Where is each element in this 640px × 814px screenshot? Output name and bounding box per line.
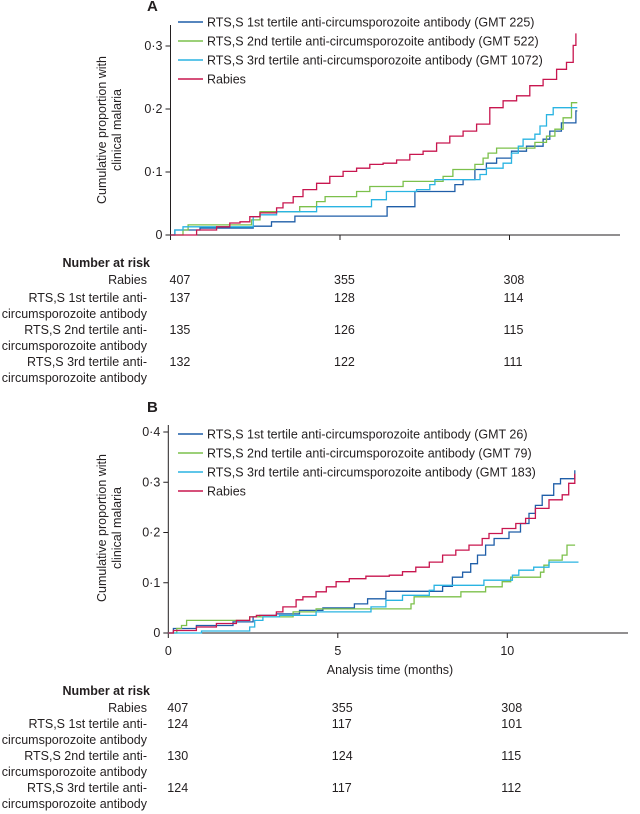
risk-value: 124 bbox=[167, 717, 189, 731]
risk-value: 308 bbox=[503, 273, 525, 287]
risk-row-label: RTS,S 1st tertile anti- bbox=[28, 717, 147, 731]
y-tick-label: 0·3 bbox=[142, 475, 160, 489]
y-axis-label-line: Cumulative proportion with bbox=[95, 56, 109, 204]
risk-value: 101 bbox=[501, 717, 523, 731]
risk-value: 308 bbox=[501, 701, 523, 715]
risk-table-title: Number at risk bbox=[62, 684, 150, 698]
y-axis-label-line: clinical malaria bbox=[110, 487, 124, 569]
risk-row-label: RTS,S 3rd tertile anti- bbox=[27, 781, 147, 795]
legend-label: Rabies bbox=[207, 73, 246, 87]
y-tick-label: 0 bbox=[156, 228, 163, 242]
y-axis-label-line: clinical malaria bbox=[110, 89, 124, 171]
risk-value: 122 bbox=[334, 355, 355, 369]
y-tick-label: 0·3 bbox=[144, 39, 162, 53]
x-tick-label: 10 bbox=[500, 644, 514, 658]
risk-table-title: Number at risk bbox=[62, 256, 150, 270]
risk-value: 115 bbox=[501, 749, 522, 763]
risk-value: 130 bbox=[167, 749, 189, 763]
risk-value: 355 bbox=[331, 701, 353, 715]
panel-a: 0 0·1 0·2 0·3 Cumulative proportion withclin… bbox=[95, 16, 620, 242]
risk-value: 132 bbox=[169, 355, 191, 369]
risk-value: 111 bbox=[503, 355, 523, 369]
risk-row-label: circumsporozoite antibody bbox=[1, 339, 147, 353]
panel-label: A bbox=[147, 0, 158, 15]
legend-label: RTS,S 2nd tertile anti-circumsporozoite … bbox=[207, 447, 532, 461]
legend-label: RTS,S 1st tertile anti-circumsporozoite … bbox=[207, 428, 528, 442]
risk-value: 407 bbox=[167, 701, 189, 715]
risk-row-label: Rabies bbox=[108, 273, 147, 287]
risk-row-label: RTS,S 3rd tertile anti- bbox=[27, 355, 147, 369]
panel-b: 00·10·20·30·4051015Analysis time (months… bbox=[95, 425, 628, 677]
y-axis-label: Cumulative proportion withclinical malar… bbox=[95, 56, 124, 204]
risk-row-label: RTS,S 2nd tertile anti- bbox=[24, 323, 147, 337]
risk-value: 115 bbox=[503, 323, 524, 337]
y-axis-label-line: Cumulative proportion with bbox=[95, 454, 109, 602]
x-tick-label: 0 bbox=[165, 644, 172, 658]
risk-value: 114 bbox=[503, 291, 524, 305]
y-tick-label: 0·2 bbox=[144, 102, 162, 116]
y-tick-label: 0·1 bbox=[144, 165, 162, 179]
risk-row-label: circumsporozoite antibody bbox=[1, 765, 147, 779]
risk-row-label: RTS,S 2nd tertile anti- bbox=[24, 749, 147, 763]
risk-value: 128 bbox=[334, 291, 355, 305]
legend-label: RTS,S 2nd tertile anti-circumsporozoite … bbox=[207, 35, 539, 49]
risk-value: 117 bbox=[331, 717, 352, 731]
legend-label: RTS,S 1st tertile anti-circumsporozoite … bbox=[207, 16, 534, 30]
y-tick-label: 0·4 bbox=[142, 425, 160, 439]
risk-value: 124 bbox=[331, 749, 353, 763]
risk-row-label: Rabies bbox=[108, 701, 147, 715]
series-line-tertile-2 bbox=[168, 544, 576, 634]
risk-value: 112 bbox=[501, 781, 522, 795]
y-tick-label: 0 bbox=[153, 626, 160, 640]
series-line-rabies bbox=[168, 473, 576, 634]
risk-value: 126 bbox=[334, 323, 355, 337]
risk-value: 407 bbox=[169, 273, 191, 287]
y-tick-label: 0·1 bbox=[142, 576, 160, 590]
risk-value: 124 bbox=[167, 781, 189, 795]
y-tick-label: 0·2 bbox=[142, 526, 160, 540]
series-line-tertile-1 bbox=[170, 110, 578, 236]
series-line-tertile-3 bbox=[168, 561, 579, 634]
risk-row-label: circumsporozoite antibody bbox=[1, 371, 147, 385]
panel-label: B bbox=[147, 399, 158, 416]
risk-row-label: circumsporozoite antibody bbox=[1, 733, 147, 747]
x-tick-label: 5 bbox=[334, 644, 341, 658]
series-line-rabies bbox=[170, 33, 577, 236]
legend-label: Rabies bbox=[207, 485, 246, 499]
risk-value: 355 bbox=[334, 273, 355, 287]
legend-label: RTS,S 3rd tertile anti-circumsporozoite … bbox=[207, 54, 543, 68]
risk-value: 135 bbox=[169, 323, 191, 337]
legend-label: RTS,S 3rd tertile anti-circumsporozoite … bbox=[207, 466, 536, 480]
risk-row-label: circumsporozoite antibody bbox=[1, 307, 147, 321]
y-axis-label: Cumulative proportion withclinical malar… bbox=[95, 454, 124, 602]
risk-row-label: circumsporozoite antibody bbox=[1, 797, 147, 811]
x-axis-label: Analysis time (months) bbox=[327, 663, 453, 677]
series-line-tertile-2 bbox=[170, 102, 578, 236]
risk-value: 137 bbox=[169, 291, 191, 305]
risk-row-label: RTS,S 1st tertile anti- bbox=[28, 291, 147, 305]
risk-value: 117 bbox=[331, 781, 352, 795]
